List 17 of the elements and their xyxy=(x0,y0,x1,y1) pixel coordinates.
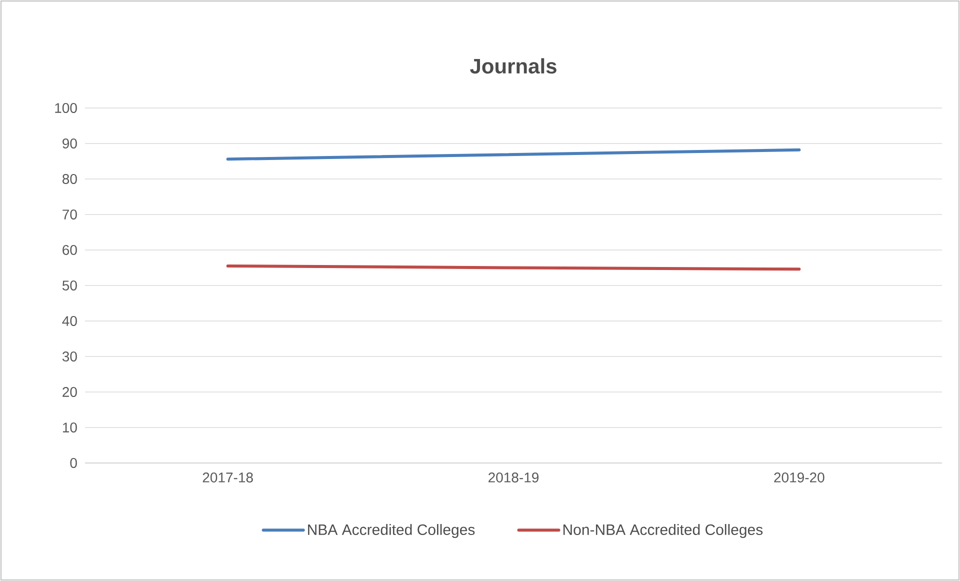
x-tick-label: 2017-18 xyxy=(202,472,253,482)
y-tick-label: 20 xyxy=(62,387,77,397)
y-tick-label: 50 xyxy=(62,280,77,290)
y-tick-label: 40 xyxy=(62,316,77,326)
legend-label: Non-NBA Accredited Colleges xyxy=(563,524,763,538)
y-tick-label: 60 xyxy=(62,245,77,255)
y-tick-label: 30 xyxy=(62,352,77,362)
x-tick-label: 2019-20 xyxy=(774,472,824,482)
legend-label: NBA Accredited Colleges xyxy=(308,524,475,538)
y-tick-label: 80 xyxy=(62,174,77,184)
y-tick-label: 10 xyxy=(62,422,77,432)
y-tick-label: 100 xyxy=(55,103,77,113)
chart-title: Journals xyxy=(470,58,556,74)
x-tick-label: 2018-19 xyxy=(488,472,539,482)
y-tick-label: 0 xyxy=(70,458,77,468)
y-tick-label: 90 xyxy=(62,138,77,148)
y-tick-label: 70 xyxy=(62,210,77,220)
